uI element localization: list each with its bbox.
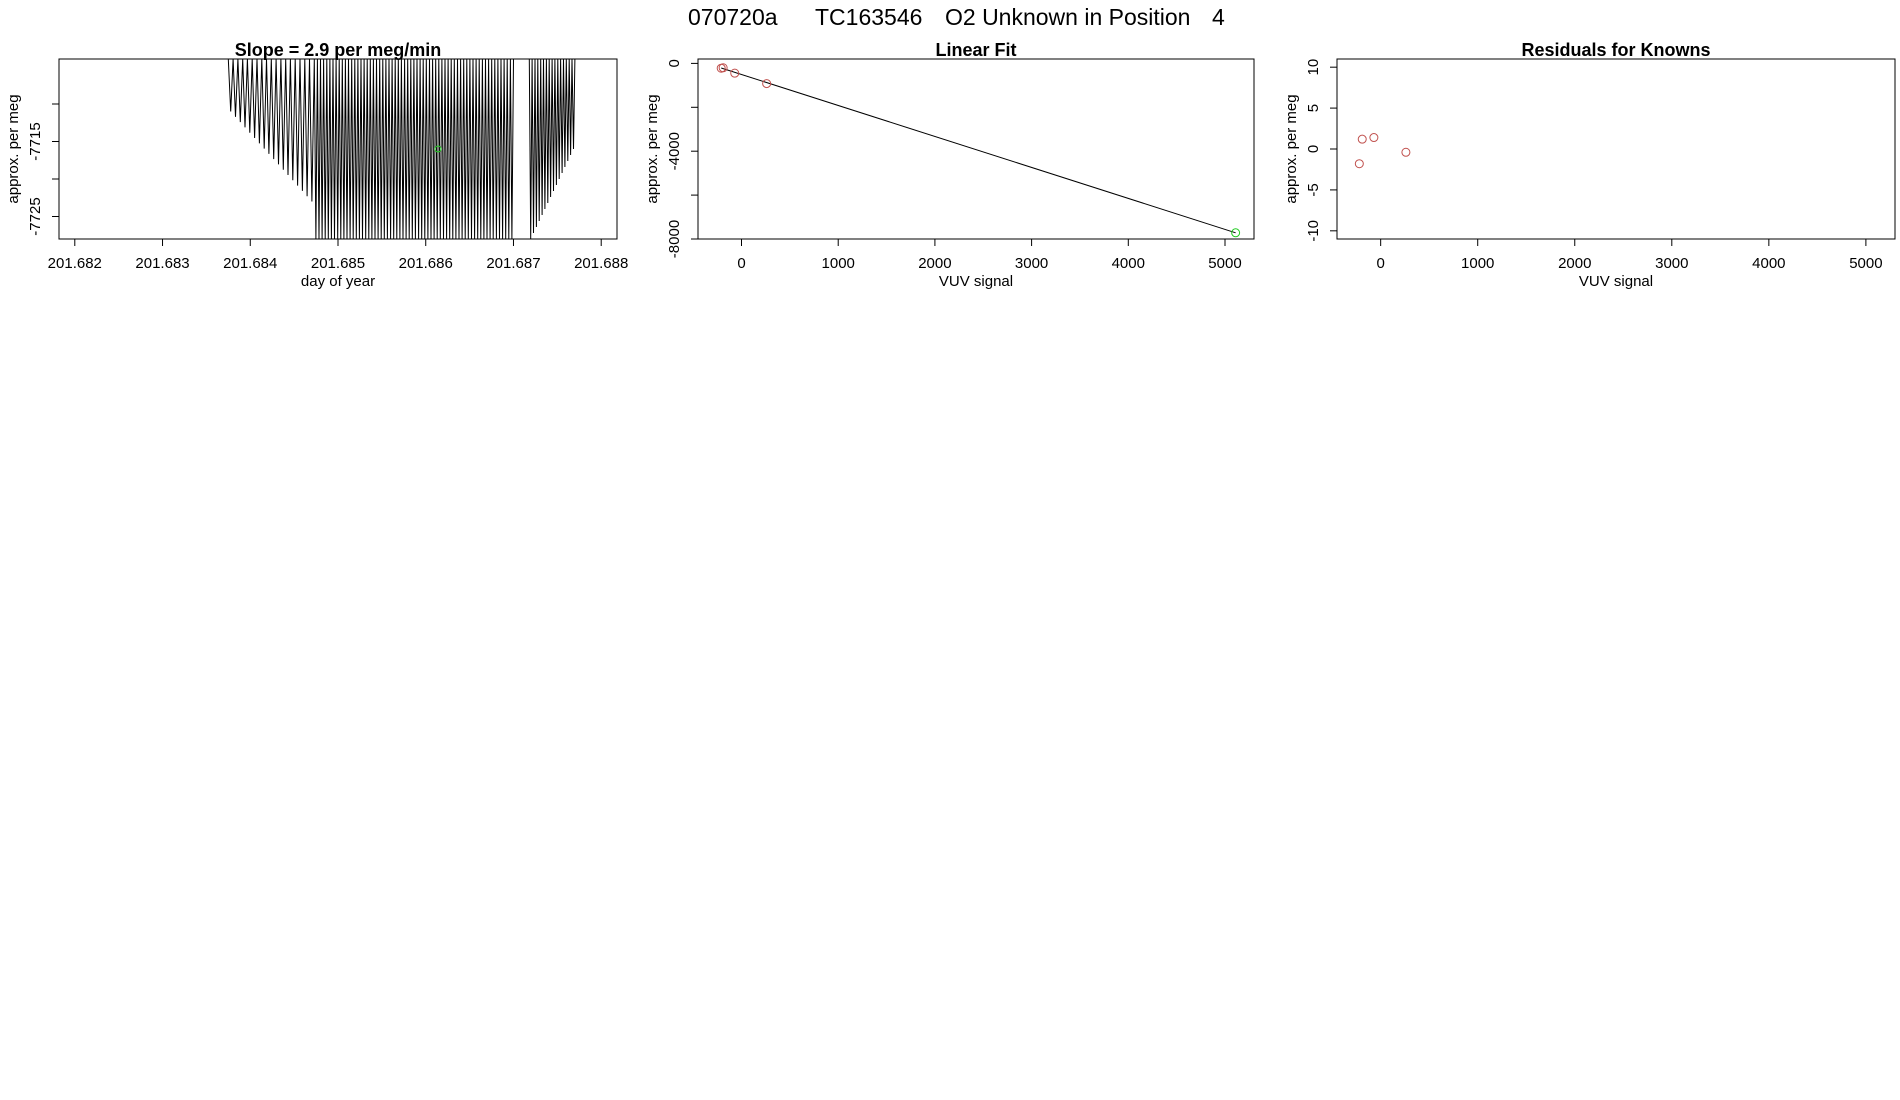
known-point — [730, 68, 740, 78]
linear-fit-x-tick-label: 3000 — [1015, 255, 1048, 272]
residuals-plot-frame — [1336, 58, 1896, 240]
header-description: O2 Unknown in Position — [945, 4, 1190, 30]
linear-fit-y-tick-label: -4000 — [666, 132, 683, 170]
panel-drift: Slope = 2.9 per meg/min 201.682 201.683 201… — [5, 40, 628, 290]
residuals-x-tick-label: 1000 — [1461, 255, 1494, 272]
drift-x-tick-label: 201.687 — [486, 255, 540, 272]
residuals-y-tick-label: 0 — [1305, 145, 1322, 153]
residuals-data-marks — [1354, 133, 1411, 169]
linear-fit-y-tick-label: 0 — [666, 59, 683, 67]
residual-point — [1354, 159, 1364, 169]
drift-x-tick-label: 201.688 — [574, 255, 628, 272]
known-point — [718, 63, 728, 73]
panel-residuals: Residuals for Knowns 0 1000 2000 3000 4000 500… — [1283, 40, 1896, 290]
drift-x-tick-label: 201.682 — [48, 255, 102, 272]
linear-fit-y-axis-label: approx. per meg — [644, 94, 661, 203]
drift-title: Slope = 2.9 per meg/min — [235, 40, 442, 60]
residuals-x-tick-label: 5000 — [1849, 255, 1882, 272]
header-position: 4 — [1212, 4, 1225, 30]
residual-point — [1401, 147, 1411, 157]
drift-y-tick-label: -7725 — [27, 197, 44, 235]
linear-fit-x-tick-label: 2000 — [918, 255, 951, 272]
residuals-x-tick-label: 2000 — [1558, 255, 1591, 272]
residuals-y-axis-label: approx. per meg — [1283, 94, 1300, 203]
residuals-y-tick-label: -10 — [1305, 220, 1322, 242]
linear-fit-data-marks — [716, 63, 1241, 238]
panel-linear-fit: Linear Fit 0 1000 2000 3000 4000 5000 VUV signa… — [644, 40, 1255, 290]
residuals-y-tick-label: -5 — [1305, 183, 1322, 196]
drift-y-tick-label: -7715 — [27, 122, 44, 160]
residuals-x-axis-label: VUV signal — [1579, 273, 1653, 290]
drift-data-marks — [227, 59, 576, 239]
linear-fit-title: Linear Fit — [935, 40, 1016, 60]
linear-fit-x-axis-label: VUV signal — [939, 273, 1013, 290]
drift-x-axis-label: day of year — [301, 273, 375, 290]
residuals-y-tick-label: 10 — [1305, 59, 1322, 76]
residuals-x-tick-label: 0 — [1376, 255, 1384, 272]
residuals-y-tick-label: 5 — [1305, 104, 1322, 112]
unknown-point — [1231, 228, 1241, 238]
drift-y-axis-label: approx. per meg — [5, 94, 22, 203]
drift-x-tick-label: 201.686 — [399, 255, 453, 272]
known-point — [762, 79, 772, 89]
header-tank-id: TC163546 — [815, 4, 922, 30]
fit-line — [721, 67, 1236, 234]
linear-fit-x-tick-label: 5000 — [1208, 255, 1241, 272]
drift-unknown-point — [434, 145, 442, 153]
linear-fit-x-tick-label: 0 — [737, 255, 745, 272]
residuals-title: Residuals for Knowns — [1521, 40, 1710, 60]
linear-fit-x-tick-label: 1000 — [822, 255, 855, 272]
linear-fit-y-tick-label: -8000 — [666, 220, 683, 258]
residuals-x-tick-label: 4000 — [1752, 255, 1785, 272]
residual-point — [1369, 133, 1379, 143]
header-run-id: 070720a — [688, 4, 778, 30]
linear-fit-plot-frame — [697, 58, 1255, 240]
drift-series-line — [227, 59, 576, 239]
linear-fit-x-tick-label: 4000 — [1112, 255, 1145, 272]
drift-x-tick-label: 201.683 — [135, 255, 189, 272]
drift-x-tick-label: 201.684 — [223, 255, 277, 272]
drift-x-tick-label: 201.685 — [311, 255, 365, 272]
residuals-x-tick-label: 3000 — [1655, 255, 1688, 272]
residual-point — [1357, 134, 1367, 144]
